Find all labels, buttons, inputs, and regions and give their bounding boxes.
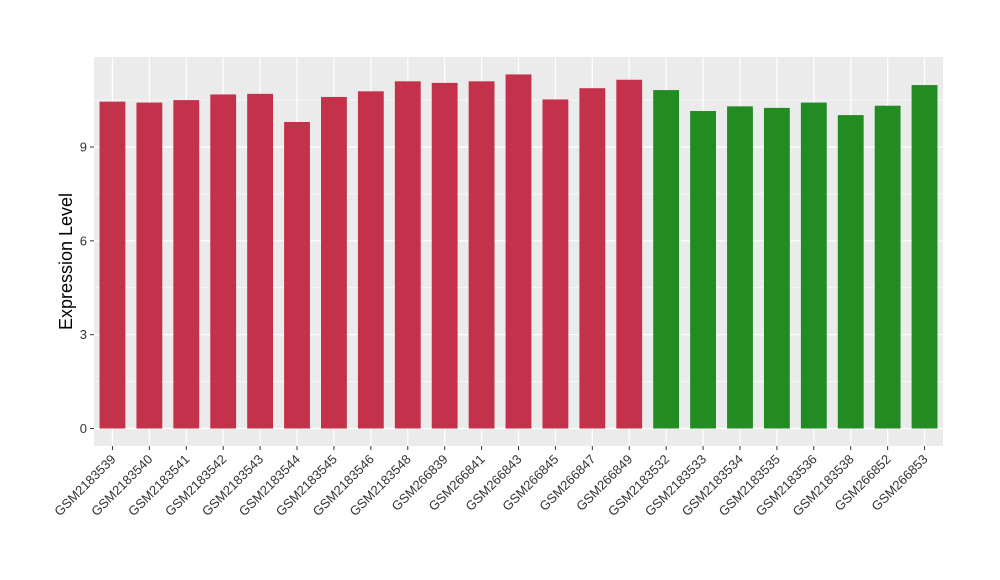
bar-GSM2183538 <box>837 115 864 429</box>
bar-GSM2183544 <box>284 121 310 429</box>
bars <box>99 74 938 429</box>
x-axis: GSM2183539GSM2183540GSM2183541GSM2183542… <box>51 446 931 519</box>
bar-GSM2183546 <box>357 91 384 429</box>
y-tick-label: 3 <box>80 327 87 342</box>
bar-GSM266839 <box>431 82 458 429</box>
bar-GSM2183533 <box>690 111 716 429</box>
bar-GSM266847 <box>579 88 606 429</box>
bar-GSM2183534 <box>727 106 753 429</box>
y-axis: 0 3 6 9 <box>80 140 94 436</box>
bar-GSM2183545 <box>321 96 347 429</box>
bar-GSM266845 <box>542 99 569 429</box>
bar-GSM266849 <box>616 79 643 429</box>
bar-GSM2183539 <box>99 101 126 429</box>
y-axis-title: Expression Level <box>56 193 76 330</box>
bar-GSM266843 <box>505 74 532 429</box>
bar-GSM2183540 <box>136 102 163 429</box>
y-tick-label: 0 <box>80 421 87 436</box>
y-tick-label: 9 <box>80 140 87 155</box>
bar-GSM266852 <box>874 105 901 429</box>
bar-GSM2183535 <box>763 107 790 429</box>
bar-GSM2183532 <box>653 90 680 429</box>
bar-GSM266853 <box>911 85 938 429</box>
bar-GSM2183542 <box>210 94 237 429</box>
bar-GSM2183541 <box>173 100 200 429</box>
bar-GSM2183543 <box>247 93 274 429</box>
bar-GSM2183536 <box>800 102 827 429</box>
y-tick-label: 6 <box>80 233 87 248</box>
bar-GSM266841 <box>468 81 495 429</box>
bar-GSM2183548 <box>394 81 421 429</box>
